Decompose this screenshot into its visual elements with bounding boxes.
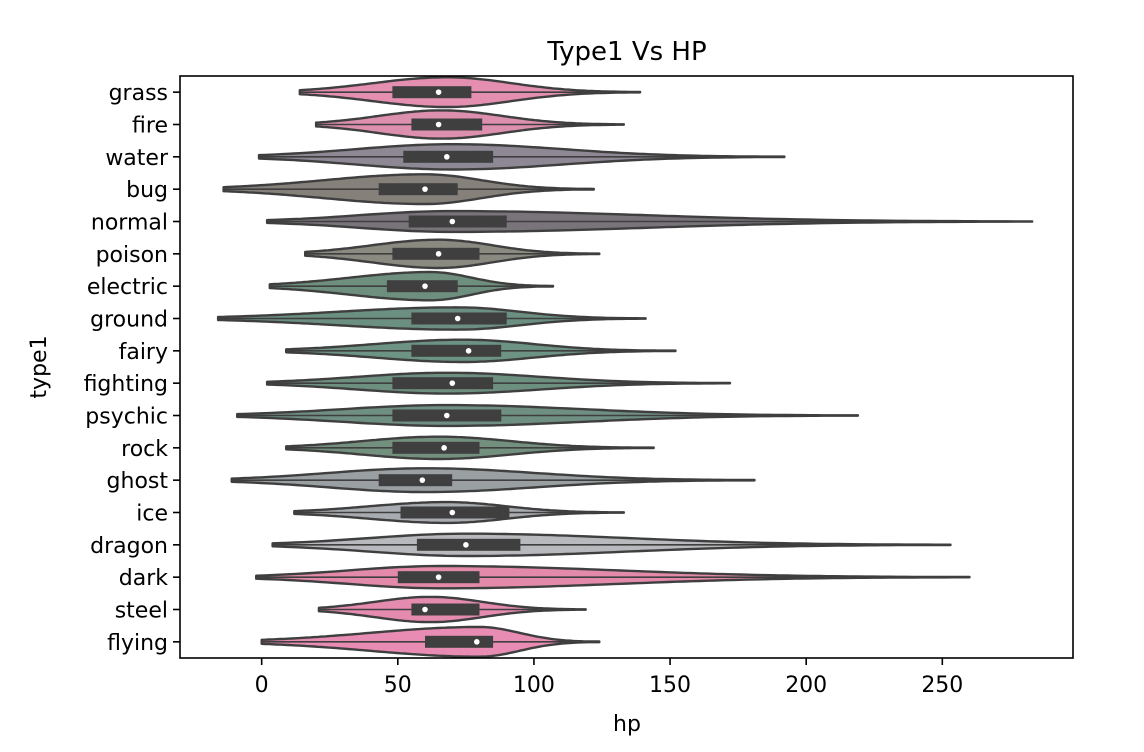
violin-median-grass xyxy=(435,89,442,95)
violin-bug xyxy=(222,173,595,206)
violin-median-fairy xyxy=(465,348,472,354)
plot-frame xyxy=(179,75,1074,659)
y-tick-label-ice: ice xyxy=(136,502,168,527)
violin-median-ground xyxy=(454,315,461,322)
violin-median-steel xyxy=(422,606,428,613)
violin-median-rock xyxy=(441,445,447,451)
y-tick-label-bug: bug xyxy=(126,178,168,203)
violin-fairy xyxy=(285,338,677,364)
violin-median-dragon xyxy=(463,542,469,548)
violin-ground xyxy=(216,306,647,331)
violin-fire xyxy=(314,109,625,140)
y-tick-label-steel: steel xyxy=(115,599,168,624)
violin-steel xyxy=(317,595,587,624)
violin-flying xyxy=(260,625,601,658)
violin-iqr-fire xyxy=(411,118,483,131)
violin-median-ice xyxy=(449,509,456,516)
x-tick-label-150: 150 xyxy=(649,673,691,698)
x-tick-label-250: 250 xyxy=(921,673,963,698)
x-tick-label-100: 100 xyxy=(513,673,555,698)
violin-grass xyxy=(298,76,642,109)
violin-iqr-fairy xyxy=(411,344,502,357)
violin-iqr-steel xyxy=(411,603,480,616)
violin-median-water xyxy=(444,154,450,160)
y-tick-label-poison: poison xyxy=(96,243,168,268)
violin-rock xyxy=(285,435,655,461)
violin-iqr-normal xyxy=(408,215,507,228)
violin-dragon xyxy=(271,532,952,558)
y-tick-label-dragon: dragon xyxy=(90,534,168,559)
y-tick-label-ground: ground xyxy=(90,308,168,333)
y-tick-label-rock: rock xyxy=(121,437,168,462)
x-tick-label-200: 200 xyxy=(785,673,827,698)
violin-median-electric xyxy=(422,283,428,289)
y-tick-label-psychic: psychic xyxy=(85,405,168,430)
y-tick-label-normal: normal xyxy=(91,211,168,236)
y-tick-label-fighting: fighting xyxy=(84,372,168,397)
y-tick-label-fairy: fairy xyxy=(119,340,168,365)
violin-electric xyxy=(268,270,555,302)
violin-dark xyxy=(255,564,971,590)
y-tick-label-flying: flying xyxy=(107,631,168,656)
y-tick-label-electric: electric xyxy=(87,275,168,300)
violin-iqr-fighting xyxy=(392,377,494,390)
violin-median-bug xyxy=(422,186,428,192)
violin-ice xyxy=(293,500,625,525)
violin-iqr-bug xyxy=(378,183,458,196)
y-axis-title: type1 xyxy=(27,335,52,398)
violin-median-normal xyxy=(449,218,456,225)
violin-iqr-flying xyxy=(425,635,494,648)
x-axis: 0 50 100 150 200 250 xyxy=(255,658,963,698)
violins-layer xyxy=(216,76,1034,658)
violin-median-psychic xyxy=(444,412,450,419)
violin-ghost xyxy=(230,467,756,494)
violin-median-dark xyxy=(435,574,442,580)
x-tick-label-50: 50 xyxy=(384,673,412,698)
violin-iqr-ghost xyxy=(378,474,453,487)
x-tick-label-0: 0 xyxy=(255,673,269,698)
chart-title: Type1 Vs HP xyxy=(546,37,706,67)
violin-median-fire xyxy=(435,121,442,128)
violin-normal xyxy=(265,209,1034,234)
violin-median-fighting xyxy=(449,380,456,386)
violin-iqr-grass xyxy=(392,86,472,99)
y-tick-label-grass: grass xyxy=(109,81,168,106)
violin-median-flying xyxy=(474,639,480,645)
violin-median-poison xyxy=(435,251,442,257)
y-tick-label-ghost: ghost xyxy=(107,469,169,494)
y-tick-label-fire: fire xyxy=(132,114,168,139)
violin-water xyxy=(257,143,786,171)
y-tick-label-dark: dark xyxy=(119,566,168,591)
y-axis: grass fire water bug normal poison electric gro… xyxy=(84,81,180,656)
x-axis-title: hp xyxy=(613,712,641,737)
violin-median-ghost xyxy=(419,477,426,483)
violin-fighting xyxy=(265,371,732,395)
y-tick-label-water: water xyxy=(105,146,169,171)
violin-psychic xyxy=(236,403,860,428)
violin-poison xyxy=(304,238,601,270)
violin-iqr-rock xyxy=(392,441,480,454)
